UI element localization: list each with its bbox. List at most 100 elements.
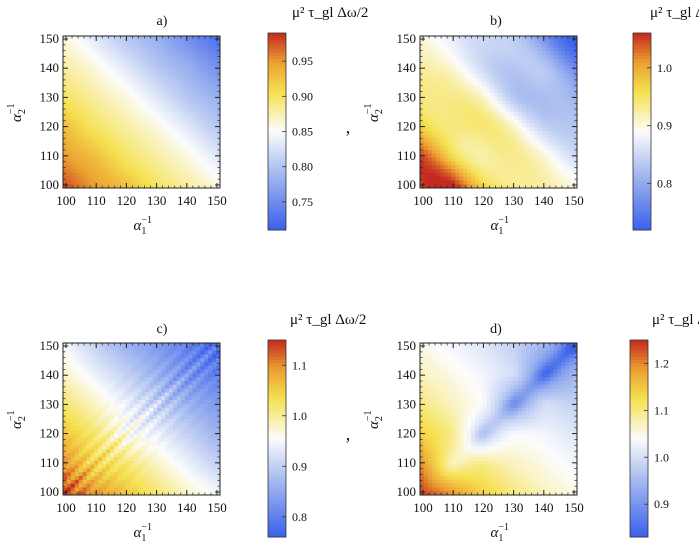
heatmap-cell bbox=[541, 104, 546, 109]
heatmap-cell bbox=[149, 407, 154, 412]
heatmap-cell bbox=[569, 119, 574, 124]
heatmap-cell bbox=[553, 89, 558, 94]
heatmap-cell bbox=[553, 172, 558, 177]
heatmap-cell bbox=[494, 39, 499, 44]
heatmap-cell bbox=[78, 123, 84, 128]
heatmap-cell bbox=[98, 100, 103, 105]
heatmap-cell bbox=[463, 150, 468, 155]
heatmap-cell bbox=[157, 169, 162, 174]
heatmap-cell bbox=[165, 165, 170, 170]
heatmap-cell bbox=[141, 373, 146, 378]
heatmap-cell bbox=[188, 400, 193, 405]
heatmap-cell bbox=[129, 138, 135, 143]
heatmap-cell bbox=[212, 350, 217, 355]
heatmap-cell bbox=[153, 96, 158, 101]
heatmap-cell bbox=[168, 184, 174, 189]
heatmap-cell bbox=[522, 100, 527, 105]
heatmap-cell bbox=[137, 81, 142, 86]
heatmap-cell bbox=[549, 157, 554, 162]
heatmap-cell bbox=[533, 112, 539, 117]
heatmap-cell bbox=[133, 85, 138, 90]
heatmap-cell bbox=[110, 153, 115, 158]
heatmap-cell bbox=[168, 62, 174, 67]
heatmap-cell bbox=[114, 74, 119, 79]
heatmap-cell bbox=[66, 112, 72, 117]
heatmap-cell bbox=[161, 468, 166, 473]
heatmap-cell bbox=[212, 457, 217, 462]
heatmap-cell bbox=[451, 165, 456, 170]
heatmap-cell bbox=[114, 411, 119, 416]
heatmap-cell bbox=[98, 55, 103, 60]
heatmap-cell bbox=[110, 58, 115, 63]
heatmap-cell bbox=[192, 58, 197, 63]
heatmap-cell bbox=[106, 415, 111, 420]
heatmap-cell bbox=[102, 460, 107, 465]
heatmap-cell bbox=[467, 81, 472, 86]
heatmap-cell bbox=[121, 388, 127, 393]
heatmap-cell bbox=[188, 74, 193, 79]
heatmap-cell bbox=[439, 184, 444, 189]
heatmap-cell bbox=[121, 400, 127, 405]
heatmap-cell bbox=[106, 146, 111, 151]
heatmap-cell bbox=[98, 169, 103, 174]
heatmap-cell bbox=[117, 400, 123, 405]
heatmap-cell bbox=[82, 51, 87, 56]
heatmap-cell bbox=[553, 66, 558, 71]
heatmap-cell bbox=[420, 100, 425, 105]
heatmap-cell bbox=[149, 381, 154, 386]
y-tick-label: 100 bbox=[40, 177, 60, 192]
heatmap-cell bbox=[78, 415, 84, 420]
heatmap-cell bbox=[94, 377, 99, 382]
heatmap-cell bbox=[498, 127, 503, 132]
heatmap-cell bbox=[149, 96, 154, 101]
heatmap-cell bbox=[498, 43, 503, 48]
heatmap-cell bbox=[192, 464, 197, 469]
heatmap-cell bbox=[557, 153, 562, 158]
heatmap-cell bbox=[498, 47, 503, 52]
heatmap-cell bbox=[192, 449, 197, 454]
heatmap-cell bbox=[537, 104, 543, 109]
heatmap-cell bbox=[180, 343, 186, 348]
heatmap-cell bbox=[121, 392, 127, 397]
heatmap-cell bbox=[553, 104, 558, 109]
heatmap-cell bbox=[176, 142, 182, 147]
colorbar-segment bbox=[633, 197, 651, 201]
heatmap-cell bbox=[459, 180, 464, 185]
heatmap-cell bbox=[451, 150, 456, 155]
heatmap-cell bbox=[141, 36, 146, 41]
heatmap-cell bbox=[110, 70, 115, 75]
heatmap-cell bbox=[117, 172, 123, 177]
heatmap-cell bbox=[141, 81, 146, 86]
heatmap-cell bbox=[439, 89, 444, 94]
heatmap-cell bbox=[490, 119, 495, 124]
heatmap-cell bbox=[114, 36, 119, 41]
heatmap-cell bbox=[125, 51, 131, 56]
heatmap-cell bbox=[498, 93, 503, 98]
heatmap-cell bbox=[537, 119, 543, 124]
heatmap-cell bbox=[435, 142, 441, 147]
heatmap-cell bbox=[204, 358, 209, 363]
heatmap-cell bbox=[490, 184, 495, 189]
heatmap-cell bbox=[431, 104, 437, 109]
heatmap-cell bbox=[70, 55, 76, 60]
heatmap-cell bbox=[208, 438, 213, 443]
heatmap-cell bbox=[518, 142, 523, 147]
heatmap-cell bbox=[212, 51, 217, 56]
heatmap-cell bbox=[161, 146, 166, 151]
heatmap-cell bbox=[157, 434, 162, 439]
heatmap-cell bbox=[212, 77, 217, 82]
heatmap-cell bbox=[518, 36, 523, 41]
heatmap-cell bbox=[439, 104, 444, 109]
heatmap-cell bbox=[66, 51, 72, 56]
heatmap-cell bbox=[518, 153, 523, 158]
heatmap-cell bbox=[557, 58, 562, 63]
heatmap-cell bbox=[145, 415, 150, 420]
heatmap-cell bbox=[172, 392, 178, 397]
heatmap-cell bbox=[102, 464, 107, 469]
heatmap-cell bbox=[94, 39, 99, 44]
heatmap-cell bbox=[204, 438, 209, 443]
heatmap-cell bbox=[561, 150, 566, 155]
heatmap-cell bbox=[537, 43, 543, 48]
heatmap-cell bbox=[82, 74, 87, 79]
heatmap-cell bbox=[157, 430, 162, 435]
